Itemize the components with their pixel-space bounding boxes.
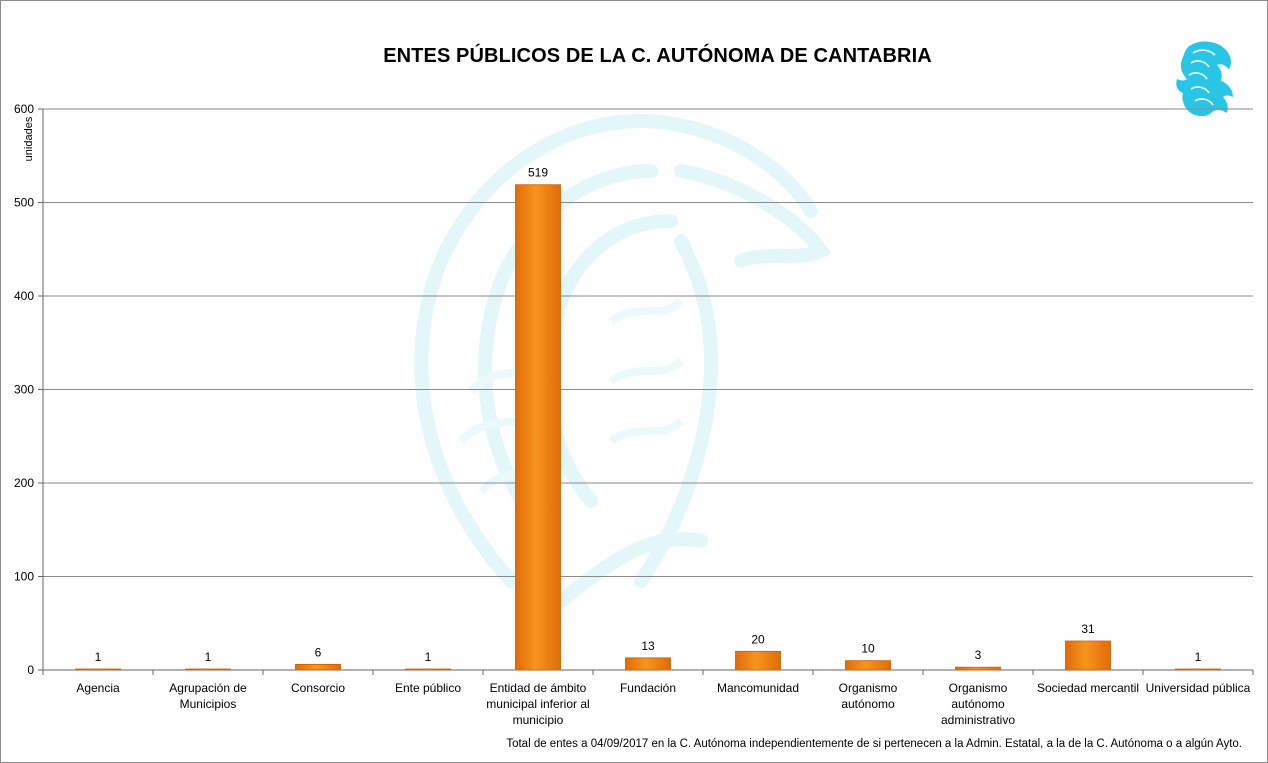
x-tick-label: Agrupación de Municipios — [154, 680, 262, 712]
x-tick-label-line: Agencia — [76, 681, 120, 695]
bar — [1175, 668, 1221, 671]
data-label: 31 — [1081, 622, 1095, 636]
footnote: Total de entes a 04/09/2017 en la C. Aut… — [506, 738, 1242, 750]
x-tick-label: Organismo autónomo — [814, 680, 922, 712]
x-tick-label-line: Organismo — [838, 681, 898, 695]
x-tick-label-line: Agrupación de — [169, 681, 247, 695]
y-tick-label: 500 — [14, 196, 34, 210]
data-label: 1 — [1195, 650, 1202, 664]
data-label: 13 — [641, 639, 655, 653]
x-tick-label-line: Fundación — [619, 681, 677, 695]
y-tick-label: 100 — [14, 570, 34, 584]
x-tick-label-line: Consorcio — [290, 681, 346, 695]
bar — [295, 663, 341, 671]
bar — [405, 668, 451, 671]
data-label: 1 — [95, 650, 102, 664]
griffin-logo-icon — [1176, 41, 1233, 116]
bar — [625, 657, 671, 671]
data-label: 519 — [528, 166, 548, 180]
x-tick-label: Consorcio — [264, 680, 372, 696]
x-tick-label-line: Sociedad mercantil — [1036, 681, 1140, 695]
y-tick-label: 200 — [14, 476, 34, 490]
bar — [1065, 640, 1111, 671]
x-tick-label: Mancomunidad — [704, 680, 812, 696]
bar — [75, 668, 121, 671]
x-tick-label-line: Mancomunidad — [716, 681, 800, 695]
x-tick-label-line: Ente público — [394, 681, 462, 695]
x-tick-label-line: municipal inferior al — [486, 697, 590, 711]
data-label: 1 — [425, 650, 432, 664]
x-tick-label: Fundación — [594, 680, 702, 696]
x-tick-label: Entidad de ámbito municipal inferior al mu… — [484, 680, 592, 728]
data-label: 6 — [315, 645, 322, 659]
chart-title: ENTES PÚBLICOS DE LA C. AUTÓNOMA DE CANT… — [383, 45, 932, 67]
data-label: 1 — [205, 650, 212, 664]
x-tick-label-line: Organismo — [948, 681, 1008, 695]
x-tick-label: Universidad pública — [1144, 680, 1252, 696]
bar — [185, 668, 231, 671]
bar — [735, 650, 781, 671]
y-tick-label: 0 — [27, 663, 34, 677]
x-tick-label-line: municipio — [512, 713, 564, 727]
data-label: 20 — [751, 632, 765, 646]
bar — [515, 184, 561, 671]
x-tick-label: Agencia — [44, 680, 152, 696]
x-tick-label: Organismo autónomo administrativo — [924, 680, 1032, 728]
data-label: 3 — [975, 648, 982, 662]
bar — [955, 666, 1001, 671]
x-tick-label-line: autónomo — [841, 697, 895, 711]
x-tick-label: Ente público — [374, 680, 482, 696]
y-tick-label: 600 — [14, 102, 34, 116]
x-tick-label-line: administrativo — [940, 713, 1016, 727]
y-tick-label: 300 — [14, 383, 34, 397]
x-tick-label-line: Municipios — [179, 697, 237, 711]
x-tick-label: Sociedad mercantil — [1034, 680, 1142, 696]
x-tick-label-line: Entidad de ámbito — [489, 681, 587, 695]
y-tick-label: 400 — [14, 289, 34, 303]
x-tick-label-line: autónomo — [951, 697, 1005, 711]
data-label: 10 — [861, 642, 875, 656]
bar — [845, 660, 891, 671]
x-tick-label-line: Universidad pública — [1145, 681, 1251, 695]
